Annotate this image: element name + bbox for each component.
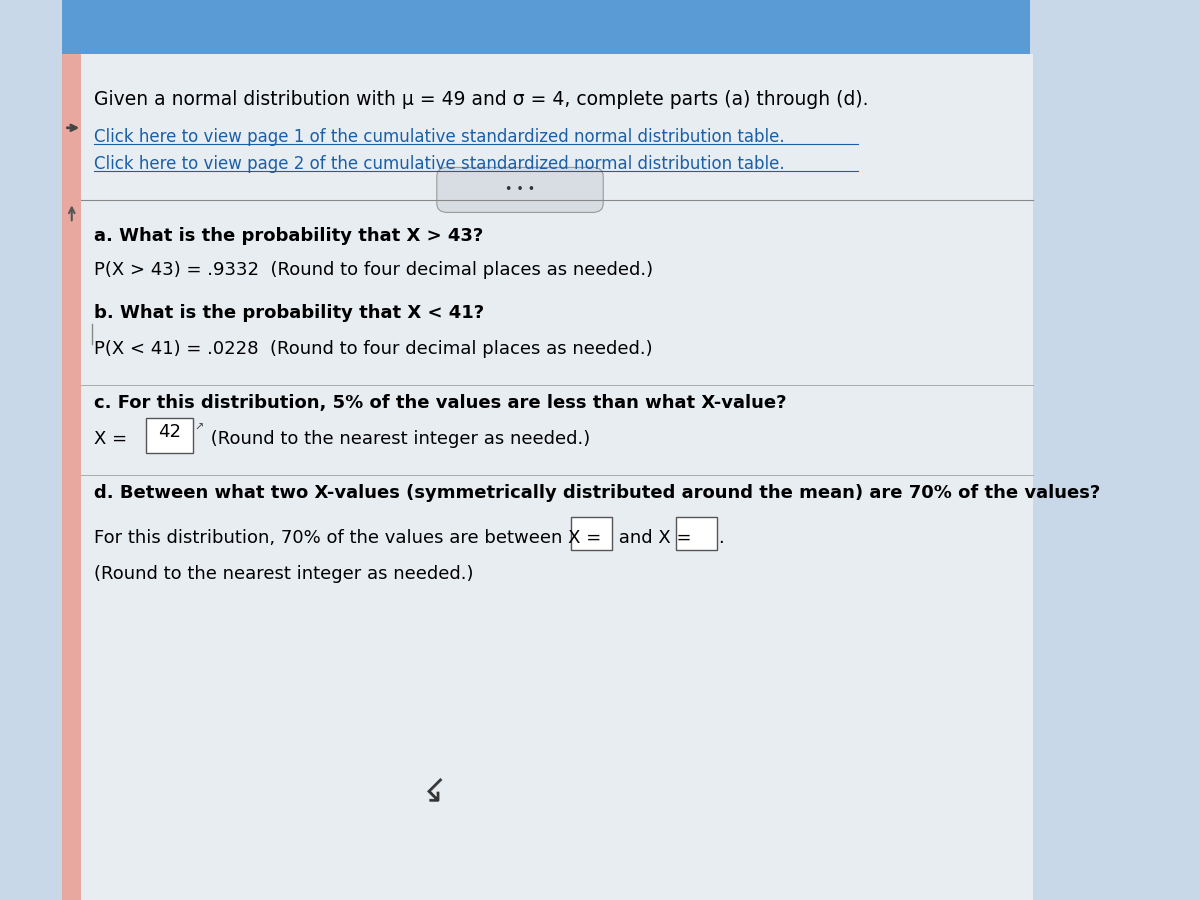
Text: and X =: and X = bbox=[612, 529, 697, 547]
Text: c. For this distribution, 5% of the values are less than what X-value?: c. For this distribution, 5% of the valu… bbox=[94, 394, 786, 412]
Text: X =: X = bbox=[94, 430, 132, 448]
FancyBboxPatch shape bbox=[676, 517, 716, 550]
Text: ↗: ↗ bbox=[194, 423, 204, 433]
FancyBboxPatch shape bbox=[145, 418, 193, 453]
Text: P(X > 43) = .9332  (Round to four decimal places as needed.): P(X > 43) = .9332 (Round to four decimal… bbox=[94, 261, 653, 279]
Text: For this distribution, 70% of the values are between X =: For this distribution, 70% of the values… bbox=[94, 529, 607, 547]
Text: b. What is the probability that X < 41?: b. What is the probability that X < 41? bbox=[94, 304, 484, 322]
Text: P(X < 41) = .0228  (Round to four decimal places as needed.): P(X < 41) = .0228 (Round to four decimal… bbox=[94, 340, 653, 358]
Text: • • •: • • • bbox=[505, 184, 535, 196]
Text: Click here to view page 1 of the cumulative standardized normal distribution tab: Click here to view page 1 of the cumulat… bbox=[94, 128, 785, 146]
FancyBboxPatch shape bbox=[62, 54, 82, 900]
Text: Click here to view page 2 of the cumulative standardized normal distribution tab: Click here to view page 2 of the cumulat… bbox=[94, 155, 785, 173]
Text: d. Between what two X-values (symmetrically distributed around the mean) are 70%: d. Between what two X-values (symmetrica… bbox=[94, 484, 1100, 502]
FancyBboxPatch shape bbox=[571, 517, 612, 550]
FancyBboxPatch shape bbox=[437, 167, 604, 212]
FancyBboxPatch shape bbox=[62, 0, 1030, 54]
Text: .: . bbox=[718, 529, 724, 547]
Text: ↳: ↳ bbox=[410, 775, 454, 818]
FancyBboxPatch shape bbox=[82, 54, 1033, 900]
Text: 42: 42 bbox=[158, 424, 181, 442]
Text: (Round to the nearest integer as needed.): (Round to the nearest integer as needed.… bbox=[94, 565, 473, 583]
Text: (Round to the nearest integer as needed.): (Round to the nearest integer as needed.… bbox=[205, 430, 590, 448]
Text: Given a normal distribution with μ = 49 and σ = 4, complete parts (a) through (d: Given a normal distribution with μ = 49 … bbox=[94, 90, 868, 109]
Text: a. What is the probability that X > 43?: a. What is the probability that X > 43? bbox=[94, 227, 482, 245]
